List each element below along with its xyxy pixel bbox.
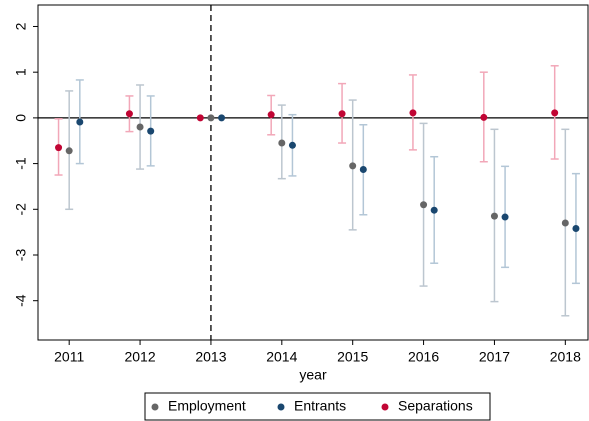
point	[561, 219, 569, 227]
point	[480, 113, 488, 121]
x-axis-label: year	[299, 367, 327, 383]
point	[420, 201, 428, 209]
point	[267, 111, 275, 119]
legend-marker	[151, 403, 159, 411]
point	[218, 114, 226, 122]
y-tick-label: -3	[13, 249, 29, 262]
legend-marker	[277, 403, 285, 411]
x-tick-label: 2016	[408, 349, 439, 365]
y-tick-label: -2	[13, 203, 29, 216]
point	[359, 166, 367, 174]
y-tick-label: -1	[13, 157, 29, 170]
point	[338, 110, 346, 118]
point	[349, 162, 357, 170]
point	[551, 109, 559, 117]
x-tick-label: 2013	[195, 349, 226, 365]
legend-label: Employment	[168, 398, 246, 414]
point	[55, 144, 63, 152]
y-tick-label: 0	[13, 114, 29, 122]
point	[501, 213, 509, 221]
legend-marker	[381, 403, 389, 411]
y-tick-label: 1	[13, 68, 29, 76]
legend-label: Separations	[398, 398, 473, 414]
x-tick-label: 2018	[550, 349, 581, 365]
x-tick-label: 2017	[479, 349, 510, 365]
x-tick-label: 2012	[124, 349, 155, 365]
y-tick-label: -4	[13, 294, 29, 307]
point	[278, 139, 286, 147]
point	[207, 114, 215, 122]
x-tick-label: 2011	[54, 349, 84, 365]
point	[147, 127, 155, 135]
point	[409, 109, 417, 117]
plot-frame	[37, 4, 589, 341]
point	[196, 114, 204, 122]
point	[136, 123, 144, 131]
point	[430, 206, 438, 214]
legend-label: Entrants	[294, 398, 346, 414]
point	[65, 147, 73, 155]
x-tick-label: 2015	[337, 349, 368, 365]
y-tick-label: 2	[13, 22, 29, 30]
point	[288, 141, 296, 149]
point	[76, 118, 84, 126]
point	[572, 224, 580, 232]
legend-box	[144, 392, 491, 421]
point	[125, 110, 133, 118]
x-tick-label: 2014	[266, 349, 297, 365]
point	[490, 212, 498, 220]
